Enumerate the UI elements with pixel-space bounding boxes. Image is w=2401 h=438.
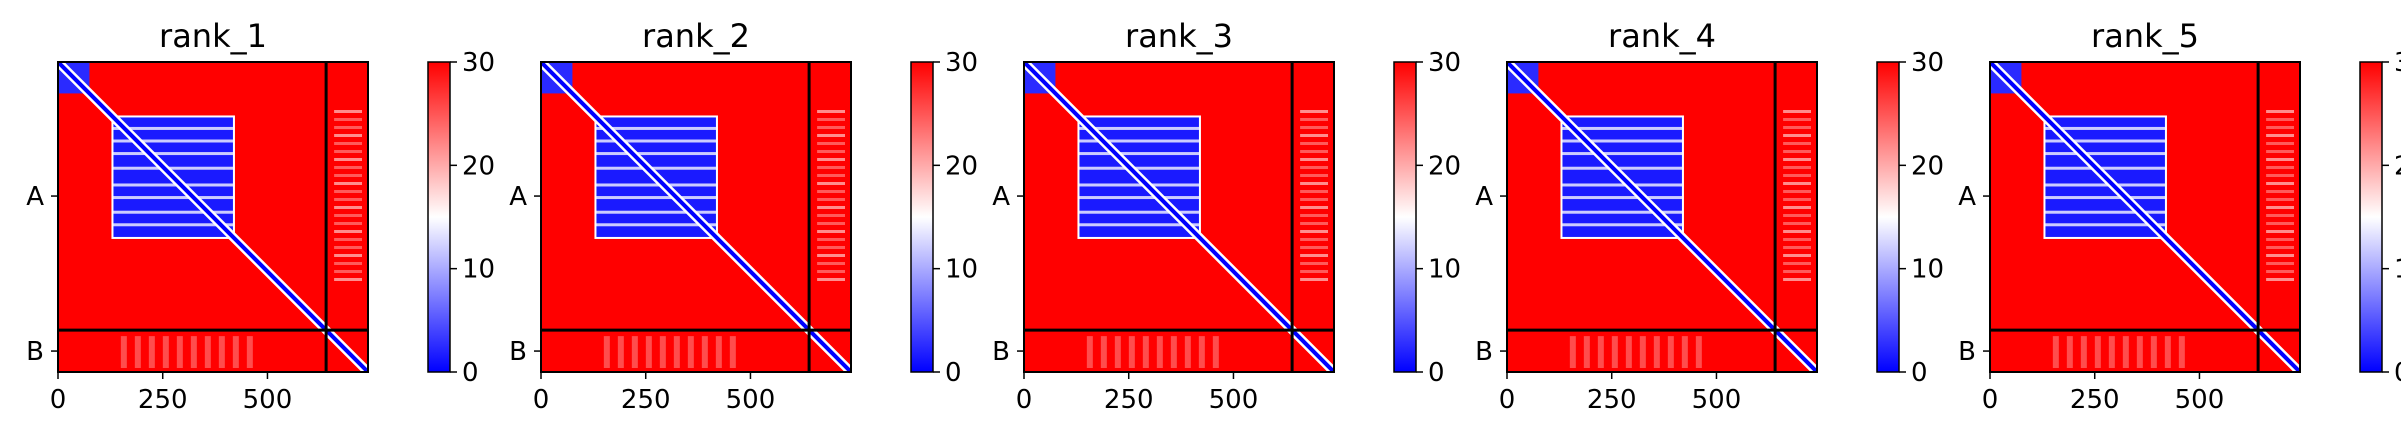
y-tick-label-A: A bbox=[992, 182, 1010, 212]
colorbar-tick-label: 30 bbox=[2394, 48, 2401, 78]
y-tick-label-B: B bbox=[26, 337, 44, 367]
heatmap-1 bbox=[58, 62, 368, 372]
colorbar bbox=[1393, 61, 1417, 373]
colorbar-tick-label: 0 bbox=[462, 358, 479, 388]
y-tick-label-B: B bbox=[992, 337, 1010, 367]
colorbar-tick-label: 10 bbox=[1911, 255, 1944, 285]
x-tick-label: 250 bbox=[1587, 385, 1637, 415]
x-tick-label: 500 bbox=[1209, 385, 1259, 415]
colorbar-tick-label: 10 bbox=[1428, 255, 1461, 285]
y-tick-label-A: A bbox=[26, 182, 44, 212]
panel-title: rank_4 bbox=[1608, 17, 1716, 55]
y-tick-label-B: B bbox=[509, 337, 527, 367]
colorbar-tick-label: 0 bbox=[1428, 358, 1445, 388]
diagonal-line bbox=[541, 62, 851, 372]
axes-frame bbox=[1506, 61, 1818, 373]
colorbar-tick-label: 20 bbox=[1911, 151, 1944, 181]
x-tick-label: 0 bbox=[533, 385, 550, 415]
colorbar-tick-label: 10 bbox=[945, 255, 978, 285]
colorbar bbox=[910, 61, 934, 373]
axes-frame bbox=[1023, 61, 1335, 373]
panel-title: rank_5 bbox=[2091, 17, 2199, 55]
panel-title: rank_3 bbox=[1125, 17, 1233, 55]
y-tick-label-A: A bbox=[1958, 182, 1976, 212]
colorbar-tick-label: 10 bbox=[462, 255, 495, 285]
x-tick-label: 250 bbox=[2070, 385, 2120, 415]
colorbar-tick-label: 20 bbox=[1428, 151, 1461, 181]
colorbar-tick-label: 30 bbox=[1428, 48, 1461, 78]
colorbar-tick-label: 0 bbox=[945, 358, 962, 388]
heatmap-4 bbox=[1507, 62, 1817, 372]
colorbar bbox=[1876, 61, 1900, 373]
diagonal-line bbox=[1990, 62, 2300, 372]
colorbar bbox=[427, 61, 451, 373]
x-tick-label: 500 bbox=[2175, 385, 2225, 415]
axes-frame bbox=[57, 61, 369, 373]
panel-title: rank_2 bbox=[642, 17, 750, 55]
colorbar bbox=[2359, 61, 2383, 373]
axes-frame bbox=[1989, 61, 2301, 373]
x-tick-label: 0 bbox=[50, 385, 67, 415]
colorbar-tick-label: 20 bbox=[462, 151, 495, 181]
heatmap-2 bbox=[541, 62, 851, 372]
x-tick-label: 0 bbox=[1982, 385, 1999, 415]
x-tick-label: 500 bbox=[726, 385, 776, 415]
heatmap-3 bbox=[1024, 62, 1334, 372]
heatmap-5 bbox=[1990, 62, 2300, 372]
colorbar-tick-label: 0 bbox=[1911, 358, 1928, 388]
colorbar-tick-label: 20 bbox=[2394, 151, 2401, 181]
y-tick-label-A: A bbox=[509, 182, 527, 212]
x-tick-label: 500 bbox=[1692, 385, 1742, 415]
colorbar-tick-label: 30 bbox=[945, 48, 978, 78]
diagonal-line bbox=[58, 62, 368, 372]
colorbar-tick-label: 30 bbox=[1911, 48, 1944, 78]
x-tick-label: 250 bbox=[621, 385, 671, 415]
diagonal-line bbox=[1024, 62, 1334, 372]
x-tick-label: 500 bbox=[243, 385, 293, 415]
colorbar-tick-label: 30 bbox=[462, 48, 495, 78]
colorbar-tick-label: 10 bbox=[2394, 255, 2401, 285]
colorbar-tick-label: 0 bbox=[2394, 358, 2401, 388]
panel-title: rank_1 bbox=[159, 17, 267, 55]
colorbar-tick-label: 20 bbox=[945, 151, 978, 181]
x-tick-label: 250 bbox=[138, 385, 188, 415]
x-tick-label: 0 bbox=[1016, 385, 1033, 415]
panel-5: rank_50250500AB0102030 bbox=[1958, 17, 2401, 415]
diagonal-line bbox=[1507, 62, 1817, 372]
axes-frame bbox=[540, 61, 852, 373]
x-tick-label: 250 bbox=[1104, 385, 1154, 415]
y-tick-label-B: B bbox=[1958, 337, 1976, 367]
y-tick-label-A: A bbox=[1475, 182, 1493, 212]
y-tick-label-B: B bbox=[1475, 337, 1493, 367]
x-tick-label: 0 bbox=[1499, 385, 1516, 415]
